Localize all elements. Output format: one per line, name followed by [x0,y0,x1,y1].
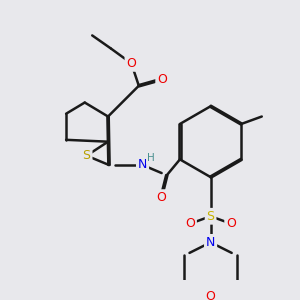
Text: O: O [206,290,215,300]
Text: O: O [156,191,166,204]
Text: O: O [185,217,195,230]
Text: N: N [206,236,215,249]
Text: O: O [126,57,136,70]
Text: N: N [138,158,147,172]
Text: S: S [82,149,91,162]
Text: H: H [147,154,155,164]
Text: O: O [157,73,167,86]
Text: O: O [226,217,236,230]
Text: S: S [207,210,214,223]
